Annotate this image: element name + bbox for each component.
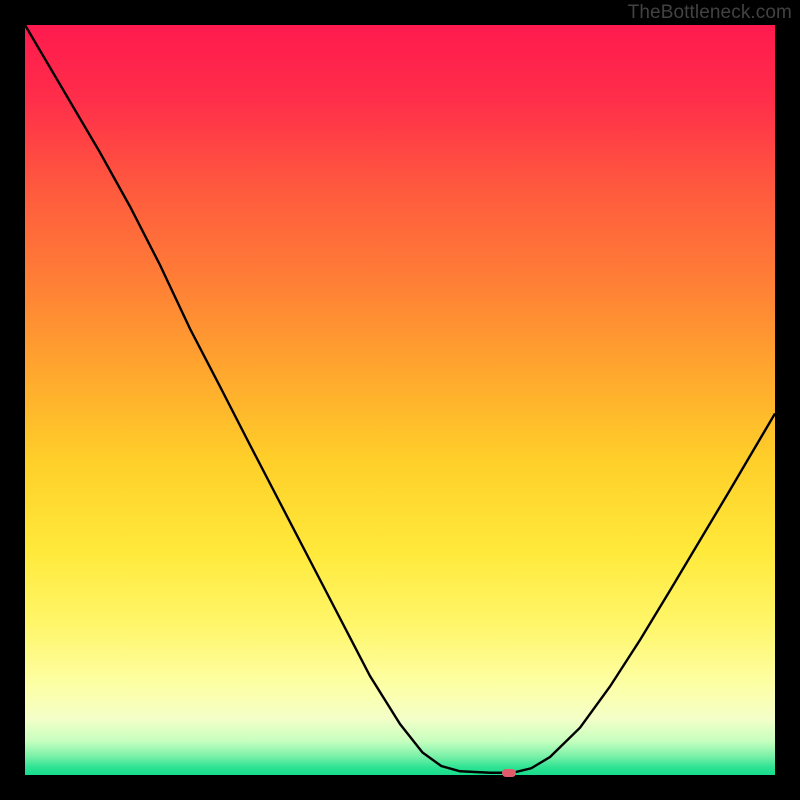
chart-minimum-marker [502,769,516,777]
chart-plot-area [25,25,775,775]
watermark-label: TheBottleneck.com [628,2,792,24]
chart-curve [25,25,775,775]
